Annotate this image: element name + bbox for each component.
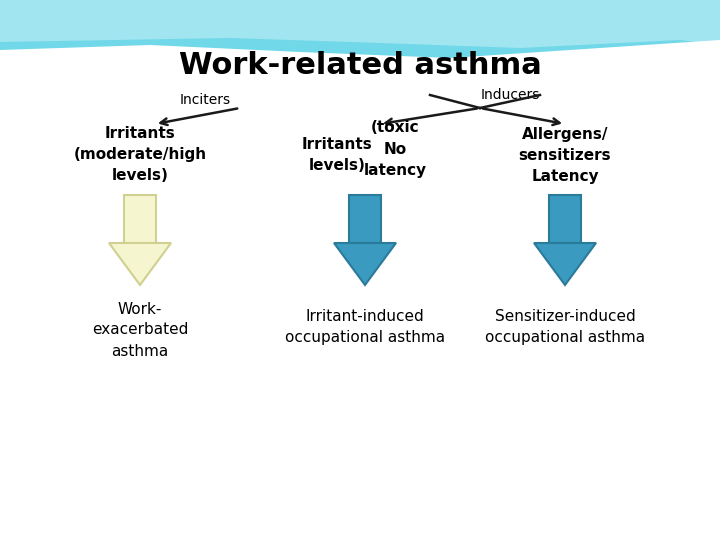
Polygon shape bbox=[0, 0, 720, 80]
Polygon shape bbox=[0, 40, 720, 540]
Polygon shape bbox=[109, 243, 171, 285]
Text: Sensitizer-induced
occupational asthma: Sensitizer-induced occupational asthma bbox=[485, 309, 645, 345]
Bar bbox=[124, 195, 156, 243]
Text: (toxic
No
latency: (toxic No latency bbox=[364, 120, 426, 178]
Text: Allergens/
sensitizers
Latency: Allergens/ sensitizers Latency bbox=[518, 126, 611, 184]
Text: Irritants
(moderate/high
levels): Irritants (moderate/high levels) bbox=[73, 126, 207, 184]
Bar bbox=[0, 0, 720, 90]
Text: Inducers: Inducers bbox=[480, 88, 540, 102]
Text: Work-related asthma: Work-related asthma bbox=[179, 51, 541, 79]
Polygon shape bbox=[534, 243, 596, 285]
Text: Work-
exacerbated
asthma: Work- exacerbated asthma bbox=[92, 301, 188, 359]
Text: Irritants
levels): Irritants levels) bbox=[302, 137, 372, 173]
Text: Irritant-induced
occupational asthma: Irritant-induced occupational asthma bbox=[285, 309, 445, 345]
Bar bbox=[349, 195, 381, 243]
Polygon shape bbox=[334, 243, 396, 285]
Text: Inciters: Inciters bbox=[179, 93, 230, 107]
Polygon shape bbox=[0, 0, 720, 48]
Polygon shape bbox=[0, 0, 720, 62]
Bar bbox=[549, 195, 581, 243]
